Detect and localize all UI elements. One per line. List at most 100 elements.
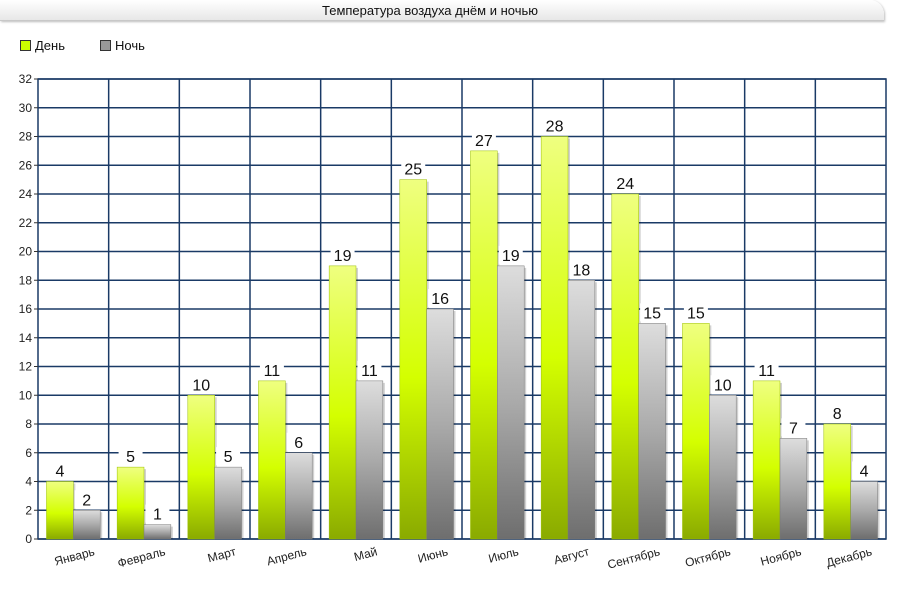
x-tick-label: Сентябрь: [606, 544, 662, 571]
data-label-night: 4: [860, 464, 869, 481]
bar-day: [470, 150, 498, 540]
data-label-day: 15: [687, 305, 705, 322]
data-label-night: 2: [82, 492, 91, 509]
bar-night: [285, 452, 313, 540]
data-label-day: 8: [833, 406, 842, 423]
y-tick-label: 30: [19, 101, 33, 115]
bar-day: [187, 395, 215, 540]
y-tick-label: 20: [19, 245, 33, 259]
data-label-night: 6: [294, 435, 303, 452]
data-label-night: 15: [643, 305, 661, 322]
bar-night: [143, 524, 172, 540]
data-label-day: 19: [334, 248, 352, 265]
y-tick-label: 2: [25, 503, 32, 517]
grid: [34, 78, 887, 540]
y-tick-label: 6: [25, 446, 32, 460]
data-label-bg: [118, 447, 143, 466]
x-tick-label: Февраль: [116, 544, 167, 570]
x-tick-label: Август: [552, 544, 591, 567]
y-tick-label: 24: [19, 187, 33, 201]
data-label-bg: [710, 375, 735, 394]
data-label-day: 24: [616, 176, 634, 193]
legend-label-day: День: [35, 38, 65, 53]
y-tick-label: 14: [19, 331, 33, 345]
data-label-bg: [330, 245, 355, 264]
x-tick-label: Март: [206, 544, 238, 565]
x-tick-label: Январь: [53, 544, 96, 568]
x-tick-label: Апрель: [265, 544, 308, 568]
bar-night: [779, 438, 808, 540]
legend-label-night: Ночь: [115, 38, 145, 53]
x-tick-label: Декабрь: [825, 544, 874, 570]
bar-night: [497, 265, 525, 540]
data-label-day: 25: [404, 162, 422, 179]
y-tick-label: 22: [19, 216, 33, 230]
data-label-bg: [683, 303, 708, 322]
data-label-night: 18: [573, 262, 591, 279]
data-label-day: 10: [192, 377, 210, 394]
x-tick-label: Ноябрь: [759, 544, 803, 568]
data-label-bg: [781, 418, 806, 437]
data-label-night: 11: [361, 363, 378, 380]
bar-night: [709, 395, 737, 540]
legend-swatch-night: [100, 40, 111, 51]
data-label-bg: [569, 260, 594, 279]
data-label-bg: [47, 461, 72, 480]
chart-title: Температура воздуха днём и ночью: [322, 3, 538, 18]
data-label-night: 16: [431, 291, 449, 308]
bar-day: [46, 481, 74, 540]
y-tick-label: 4: [25, 475, 32, 489]
data-label-day: 28: [546, 119, 564, 136]
data-label-bg: [498, 245, 523, 264]
bar-night: [426, 308, 454, 540]
data-label-bg: [471, 130, 496, 149]
data-label-bg: [640, 303, 665, 322]
bar-day: [399, 179, 427, 540]
data-label-bg: [286, 432, 311, 451]
bar-day: [682, 323, 710, 540]
y-tick-label: 10: [19, 388, 33, 402]
y-tick-label: 26: [19, 158, 33, 172]
data-label-day: 5: [126, 449, 135, 466]
data-label-bg: [216, 447, 241, 466]
bar-night: [638, 323, 666, 540]
y-tick-label: 12: [19, 360, 33, 374]
data-label-bg: [74, 490, 99, 509]
bar-day: [752, 380, 781, 540]
y-tick-label: 28: [19, 130, 33, 144]
data-label-bg: [189, 375, 214, 394]
data-label-bg: [428, 289, 453, 307]
data-label-bg: [357, 360, 382, 379]
data-label-day: 4: [55, 464, 64, 481]
data-label-bg: [613, 174, 638, 192]
x-tick-label: Октябрь: [684, 544, 733, 570]
bar-day: [116, 466, 145, 540]
labels: 0246810121416182022242628303245101119252…: [19, 72, 877, 572]
y-tick-label: 0: [25, 532, 32, 546]
data-label-bg: [259, 360, 284, 379]
y-tick-label: 16: [19, 302, 33, 316]
data-label-night: 19: [502, 248, 520, 265]
data-label-bg: [401, 159, 426, 178]
y-tick-label: 18: [19, 273, 33, 287]
data-label-night: 7: [789, 420, 798, 437]
data-label-night: 1: [153, 507, 162, 524]
bars: [46, 136, 880, 540]
bar-night: [355, 380, 384, 540]
x-tick-label: Май: [352, 544, 378, 564]
data-label-bg: [825, 404, 850, 422]
data-label-day: 11: [758, 363, 775, 380]
bar-day: [611, 193, 639, 540]
y-tick-label: 8: [25, 417, 32, 431]
x-tick-label: Июль: [487, 544, 520, 565]
data-label-night: 10: [714, 377, 732, 394]
data-label-bg: [542, 116, 567, 135]
data-label-bg: [145, 504, 170, 523]
bar-day: [328, 265, 357, 540]
y-tick-label: 32: [19, 72, 33, 86]
data-label-day: 11: [264, 363, 281, 380]
data-label-bg: [852, 461, 877, 480]
bar-night: [567, 280, 596, 540]
data-label-bg: [754, 360, 779, 379]
legend-swatch-day: [20, 40, 31, 51]
